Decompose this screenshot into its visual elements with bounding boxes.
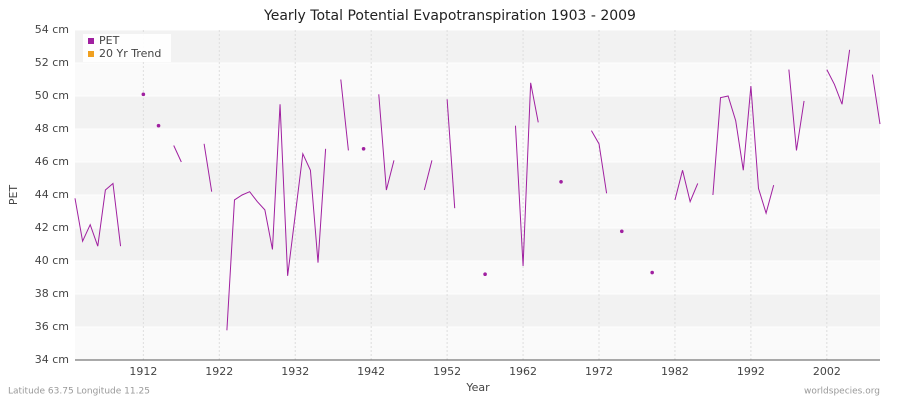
y-tick-label: 44 cm bbox=[35, 188, 69, 201]
legend-swatch bbox=[88, 51, 94, 57]
data-line bbox=[788, 69, 805, 151]
y-tick-label: 50 cm bbox=[35, 89, 69, 102]
data-point bbox=[650, 270, 654, 275]
footer-right: worldspecies.org bbox=[804, 387, 880, 397]
grid-band bbox=[75, 228, 880, 261]
y-tick-label: 38 cm bbox=[35, 287, 69, 300]
grid-band bbox=[75, 261, 880, 294]
data-point bbox=[156, 123, 161, 128]
x-tick-label: 1952 bbox=[433, 365, 461, 378]
data-line bbox=[423, 160, 433, 191]
y-axis-label: PET bbox=[7, 185, 20, 206]
grid-band bbox=[75, 63, 880, 96]
data-point bbox=[483, 272, 487, 277]
y-tick-label: 40 cm bbox=[35, 254, 69, 267]
data-line bbox=[74, 182, 122, 247]
data-line bbox=[173, 145, 182, 163]
data-line bbox=[446, 99, 456, 209]
y-tick-label: 46 cm bbox=[35, 155, 69, 168]
x-axis-label: Year bbox=[465, 381, 490, 394]
grid-band bbox=[75, 30, 880, 63]
y-tick-label: 42 cm bbox=[35, 221, 69, 234]
data-line bbox=[203, 143, 213, 192]
grid-band bbox=[75, 96, 880, 129]
grid-band bbox=[75, 294, 880, 327]
grid-band bbox=[75, 327, 880, 360]
data-point bbox=[559, 180, 563, 184]
x-tick-label: 1962 bbox=[509, 365, 537, 378]
data-line bbox=[226, 104, 327, 331]
data-point bbox=[619, 229, 624, 234]
x-tick-label: 1912 bbox=[129, 365, 157, 378]
y-tick-label: 34 cm bbox=[35, 353, 69, 366]
grid-band bbox=[75, 195, 880, 228]
x-tick-label: 1972 bbox=[585, 365, 613, 378]
x-tick-label: 1982 bbox=[661, 365, 689, 378]
y-tick-label: 36 cm bbox=[35, 320, 69, 333]
y-tick-label: 54 cm bbox=[35, 23, 69, 36]
data-line bbox=[514, 82, 539, 266]
data-line bbox=[826, 49, 851, 105]
x-tick-label: 1992 bbox=[737, 365, 765, 378]
data-line bbox=[674, 170, 699, 204]
y-tick-label: 48 cm bbox=[35, 122, 69, 135]
x-tick-label: 2002 bbox=[813, 365, 841, 378]
x-tick-label: 1922 bbox=[205, 365, 233, 378]
legend-label: PET bbox=[99, 34, 120, 47]
legend-label: 20 Yr Trend bbox=[99, 47, 161, 60]
data-line bbox=[871, 74, 881, 125]
x-tick-label: 1932 bbox=[281, 365, 309, 378]
data-line bbox=[590, 130, 608, 194]
grid-band bbox=[75, 129, 880, 162]
y-tick-label: 52 cm bbox=[35, 56, 69, 69]
legend-box bbox=[83, 34, 171, 62]
legend-swatch bbox=[88, 38, 94, 44]
data-line bbox=[378, 94, 395, 191]
data-point bbox=[141, 92, 146, 97]
data-line bbox=[712, 86, 775, 215]
data-point bbox=[361, 147, 366, 151]
x-tick-label: 1942 bbox=[357, 365, 385, 378]
data-line bbox=[340, 79, 349, 151]
footer-left: Latitude 63.75 Longitude 11.25 bbox=[8, 387, 150, 397]
chart-title: Yearly Total Potential Evapotranspiratio… bbox=[263, 8, 636, 24]
